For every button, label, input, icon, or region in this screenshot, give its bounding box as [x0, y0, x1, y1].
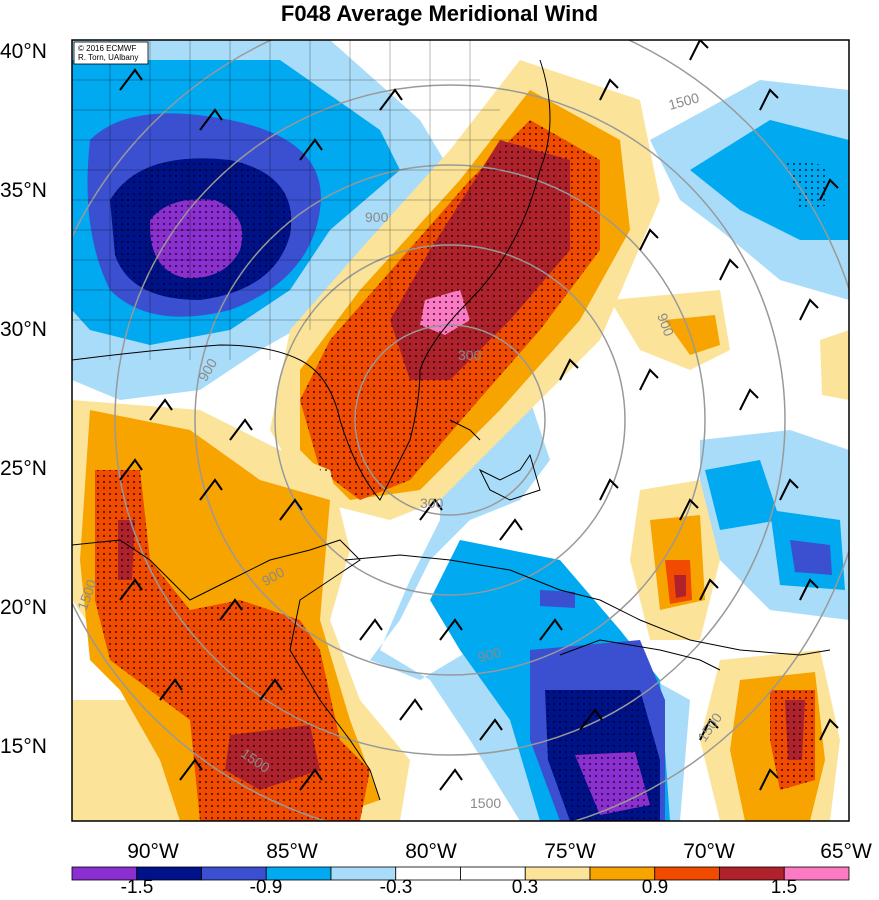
- wind-barbs: [119, 40, 839, 791]
- credit-line-1: © 2016 ECMWF: [78, 44, 136, 53]
- longitude-labels: 90°W 85°W 80°W 75°W 70°W 65°W: [127, 840, 872, 863]
- lat-label: 30°N: [0, 318, 47, 341]
- ring-label: 900: [476, 644, 503, 666]
- coastlines: [72, 59, 831, 801]
- lon-label: 80°W: [405, 840, 457, 863]
- lat-label: 35°N: [0, 179, 47, 202]
- ring-label: 300: [420, 495, 444, 511]
- colorbar-label: -0.3: [380, 877, 413, 898]
- ring-label: 900: [365, 209, 389, 225]
- colorbar-swatch: [783, 866, 850, 881]
- colorbar-label: -1.5: [121, 877, 154, 898]
- latitude-labels: 40°N 35°N 30°N 25°N 20°N 15°N: [0, 40, 47, 758]
- range-rings: [72, 40, 849, 821]
- colorbar: [71, 866, 850, 881]
- map-frame: [71, 39, 850, 822]
- colorbar-labels: -1.5 -0.9 -0.3 0.3 0.9 1.5: [121, 877, 798, 898]
- credit-line-2: R. Torn, UAlbany: [78, 53, 138, 62]
- lon-label: 75°W: [544, 840, 596, 863]
- colorbar-label: 0.3: [512, 877, 538, 898]
- county-boundaries: [72, 40, 510, 360]
- colorbar-label: 1.5: [771, 877, 797, 898]
- colorbar-label: -0.9: [250, 877, 283, 898]
- lat-label: 20°N: [0, 596, 47, 619]
- lat-label: 25°N: [0, 457, 47, 480]
- negative-wind-region-atlantic: [650, 80, 849, 620]
- credit-box: © 2016 ECMWF R. Torn, UAlbany: [73, 41, 149, 65]
- ring-label: 1500: [667, 89, 701, 113]
- lon-label: 65°W: [820, 840, 872, 863]
- ring-label: 900: [654, 311, 677, 339]
- ring-label: 1500: [470, 795, 501, 811]
- lat-label: 40°N: [0, 40, 47, 63]
- colorbar-label: 0.9: [642, 877, 668, 898]
- lon-label: 85°W: [266, 840, 318, 863]
- lon-label: 70°W: [683, 840, 735, 863]
- map-panel: © 2016 ECMWF R. Torn, UAlbany 300 300 90…: [72, 40, 849, 821]
- lon-label: 90°W: [127, 840, 179, 863]
- lat-label: 15°N: [0, 735, 47, 758]
- ring-label: 300: [458, 347, 482, 363]
- map-title: F048 Average Meridional Wind: [280, 1, 599, 26]
